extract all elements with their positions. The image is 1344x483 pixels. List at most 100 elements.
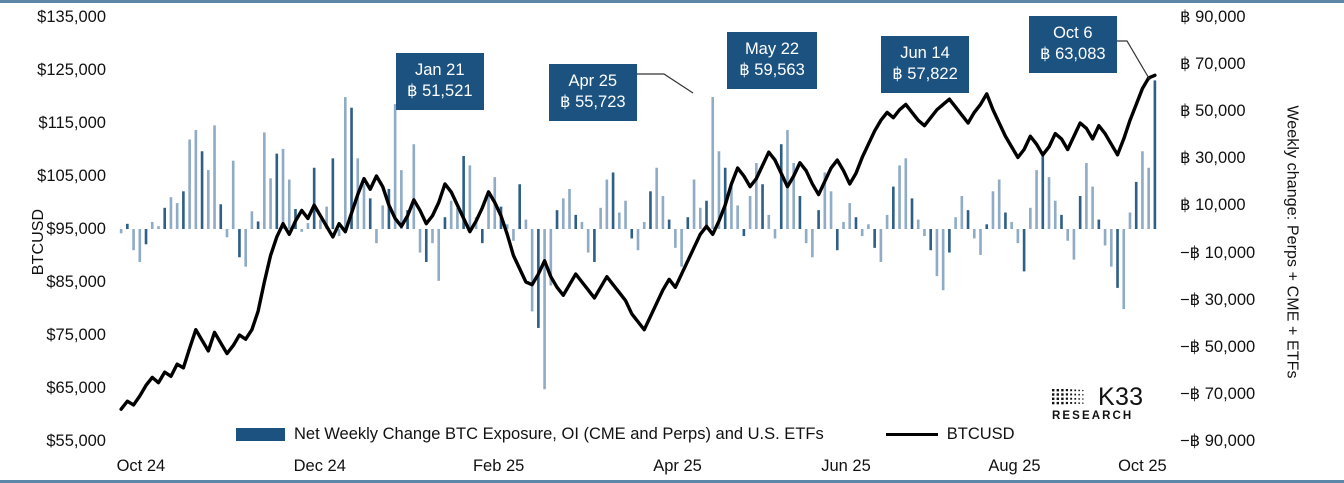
bar (1134, 181, 1138, 229)
bar (481, 229, 484, 244)
bar (337, 229, 341, 237)
bar (954, 217, 957, 229)
bar (200, 151, 204, 229)
bar (549, 229, 553, 286)
bar (1066, 229, 1070, 241)
bar (611, 172, 615, 229)
bar (163, 207, 167, 229)
bar (1109, 229, 1113, 267)
bar (1016, 229, 1020, 244)
y-axis-right-tick: ฿ 50,000 (1180, 102, 1246, 121)
bar (767, 214, 771, 229)
y-axis-left-tick: $65,000 (46, 379, 106, 397)
bar (250, 211, 254, 229)
bar (344, 97, 347, 229)
y-axis-right-tick: ฿ 10,000 (1180, 196, 1246, 215)
bar (331, 158, 335, 229)
bar (231, 160, 235, 229)
k33-wordmark: K33 (1098, 383, 1144, 411)
k33-research-subtitle: RESEARCH (1052, 410, 1134, 422)
bar (717, 151, 721, 229)
bar (306, 223, 310, 229)
bar (667, 219, 671, 229)
bar (269, 178, 272, 229)
bar (1147, 167, 1150, 229)
bar (1035, 170, 1038, 229)
callout-date: Jun 14 (900, 44, 950, 62)
y-axis-left-title: BTCUSD (30, 208, 48, 275)
bar (972, 229, 976, 239)
bar (182, 191, 185, 229)
legend-bars-label: Net Weekly Change BTC Exposure, OI (CME … (294, 424, 824, 443)
bar (169, 197, 173, 229)
bar (1004, 212, 1007, 229)
bar (929, 229, 933, 251)
bar (779, 144, 783, 229)
bar (873, 229, 876, 248)
bar (636, 229, 640, 251)
callout-jan-21[interactable]: Jan 21 ฿ 51,521 (396, 53, 484, 111)
bar (537, 229, 540, 328)
bar (505, 224, 509, 229)
legend-item-bars[interactable]: Net Weekly Change BTC Exposure, OI (CME … (236, 425, 824, 444)
bar (300, 229, 304, 232)
callout-may-22[interactable]: May 22 ฿ 59,563 (727, 32, 817, 90)
bar (829, 191, 833, 229)
x-axis-tick: Feb 25 (472, 457, 525, 475)
bar (468, 165, 472, 229)
bar (599, 207, 602, 229)
bar (1128, 212, 1132, 229)
bar (238, 229, 241, 258)
bar (692, 179, 696, 229)
bar (642, 221, 646, 229)
legend-line-label: BTCUSD (946, 424, 1015, 443)
x-axis-tick: Apr 25 (653, 457, 702, 475)
bar (406, 210, 409, 229)
bar (119, 229, 123, 234)
callout-oct-6[interactable]: Oct 6 ฿ 63,083 (1029, 16, 1117, 74)
bar (1072, 229, 1076, 260)
bar (144, 229, 148, 245)
bar (935, 229, 939, 277)
callout-value: ฿ 63,083 (1040, 45, 1106, 64)
bar (593, 229, 596, 262)
bar (811, 229, 814, 258)
bar (1078, 196, 1082, 229)
bar (325, 206, 328, 229)
bar (730, 186, 733, 229)
callout-jun-14[interactable]: Jun 14 ฿ 57,822 (881, 36, 969, 94)
bar (256, 221, 260, 229)
bar (368, 198, 372, 229)
bar (263, 132, 266, 229)
callout-apr-25[interactable]: Apr 25 ฿ 55,723 (549, 64, 637, 122)
bar (966, 210, 970, 229)
bar (219, 204, 223, 229)
y-axis-left-tick: $105,000 (37, 167, 106, 185)
bar (630, 229, 634, 239)
bar (437, 229, 441, 281)
bar (1022, 229, 1026, 272)
bar (362, 184, 366, 229)
callout-date: May 22 (744, 40, 800, 58)
bar (400, 170, 403, 229)
bar (723, 167, 727, 229)
bar (817, 210, 820, 229)
bar (698, 207, 702, 229)
bar (1116, 229, 1119, 288)
callout-value: ฿ 55,723 (560, 93, 626, 112)
y-axis-right-tick: ฿ 90,000 (1180, 8, 1246, 26)
bar (319, 219, 322, 229)
y-axis-left-tick: $125,000 (37, 61, 106, 79)
callout-date: Apr 25 (568, 72, 618, 90)
bar (923, 229, 926, 237)
bar (948, 229, 951, 253)
bar (798, 196, 802, 229)
bar (1010, 221, 1013, 229)
legend-item-line[interactable]: BTCUSD (885, 424, 1015, 444)
y-axis-right-tick: ฿ 30,000 (1180, 149, 1246, 168)
bar (213, 125, 216, 229)
bar (941, 229, 945, 291)
bar (960, 196, 964, 229)
x-axis-tick: Oct 24 (116, 457, 166, 475)
